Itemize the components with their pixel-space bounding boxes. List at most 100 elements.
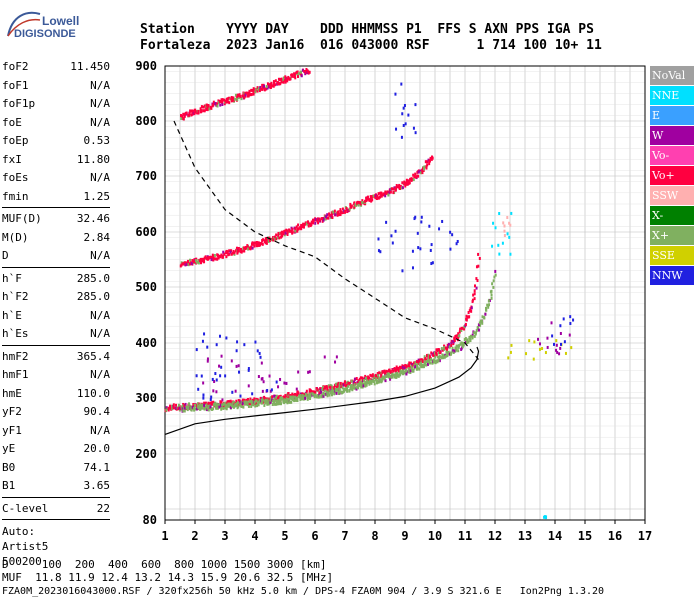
echo-dot <box>187 405 190 409</box>
echo-dot <box>263 86 266 90</box>
param-value: N/A <box>90 249 110 262</box>
echo-dot <box>254 90 257 94</box>
echo-dot <box>395 183 398 187</box>
echo-dot <box>286 79 289 83</box>
echo-dot <box>407 181 410 185</box>
echo-dot <box>269 389 272 393</box>
echo-dot <box>240 402 243 406</box>
echo-dot <box>425 363 428 367</box>
param-value: 74.1 <box>83 460 111 474</box>
echo-dot <box>350 205 353 209</box>
echo-dot <box>407 179 410 183</box>
echo-dot <box>364 381 367 385</box>
echo-dot <box>351 385 354 389</box>
separator-line <box>2 344 110 346</box>
echo-dot <box>203 109 206 113</box>
echo-dot <box>556 350 559 354</box>
echo-dot <box>223 402 226 406</box>
echo-dot <box>483 315 486 319</box>
echo-dot <box>205 103 208 107</box>
x-tick-label: 2 <box>191 529 198 543</box>
echo-dot <box>365 383 368 387</box>
echo-dot <box>409 177 412 181</box>
echo-dot <box>270 396 273 400</box>
echo-dot <box>560 342 563 346</box>
echo-dot <box>378 371 381 375</box>
echo-dot <box>437 355 440 359</box>
echo-dot <box>432 353 435 357</box>
echo-dot <box>430 262 433 266</box>
echo-dot <box>230 252 233 256</box>
param-name: hmF2 <box>2 349 29 363</box>
echo-dot <box>220 253 223 257</box>
echo-dot <box>391 241 394 245</box>
echo-dot <box>487 299 490 303</box>
echo-dot <box>216 104 219 108</box>
echo-dot <box>302 225 305 229</box>
echo-dot <box>194 407 197 411</box>
echo-dot <box>212 258 215 262</box>
echo-dot <box>338 389 341 393</box>
echo-dot <box>284 75 287 79</box>
param-row: D N/A <box>2 247 110 266</box>
echo-dot <box>289 77 292 81</box>
echo-dot <box>333 392 336 396</box>
echo-dot <box>212 389 215 393</box>
echo-dot <box>308 370 311 374</box>
echo-dot <box>393 373 396 377</box>
echo-dot <box>221 403 224 407</box>
echo-dot <box>427 356 430 360</box>
echo-dot <box>399 366 402 370</box>
echo-dot <box>258 398 261 402</box>
echo-dot <box>367 380 370 384</box>
echo-dot <box>293 393 296 397</box>
echo-dot <box>323 389 326 393</box>
echo-dot <box>288 229 291 233</box>
echo-dot <box>442 356 445 360</box>
echo-dot <box>477 323 480 327</box>
echo-dot <box>356 200 359 204</box>
param-row: yF1 N/A <box>2 422 110 441</box>
param-name: foEs <box>2 171 29 184</box>
echo-dot <box>181 115 184 119</box>
param-value: 285.0 <box>76 290 110 303</box>
param-value: N/A <box>90 308 110 322</box>
echo-dot <box>425 360 428 364</box>
echo-dot <box>356 386 359 390</box>
echo-dot <box>255 401 258 405</box>
echo-dot <box>385 369 388 373</box>
echo-dot <box>408 361 411 365</box>
echo-dot <box>400 135 403 139</box>
echo-dot <box>221 100 224 104</box>
echo-dot <box>299 397 302 401</box>
echo-dot <box>447 345 450 349</box>
echo-dot <box>402 123 405 127</box>
echo-dot <box>441 219 444 223</box>
echo-dot <box>259 243 262 247</box>
echo-dot <box>298 395 301 399</box>
echo-dot <box>395 186 398 190</box>
echo-dot <box>194 403 197 407</box>
echo-dot <box>336 387 339 391</box>
echo-dot <box>312 390 315 394</box>
echo-dot <box>532 357 535 361</box>
echo-dot <box>207 105 210 109</box>
echo-dot <box>227 402 230 406</box>
echo-dot <box>465 314 468 318</box>
echo-dot <box>285 394 288 398</box>
echo-dot <box>435 353 438 357</box>
echo-dot <box>180 405 183 409</box>
echo-dot <box>428 224 431 228</box>
y-tick-label: 700 <box>135 169 157 183</box>
echo-dot <box>236 251 239 255</box>
echo-dot <box>202 105 205 109</box>
echo-dot <box>551 334 554 338</box>
echo-dot <box>373 382 376 386</box>
echo-dot <box>197 387 200 391</box>
echo-dot <box>383 369 386 373</box>
echo-dot <box>223 98 226 102</box>
echo-dot <box>263 84 266 88</box>
echo-dot <box>296 399 299 403</box>
echo-dot <box>453 339 456 343</box>
echo-dot <box>510 343 513 347</box>
